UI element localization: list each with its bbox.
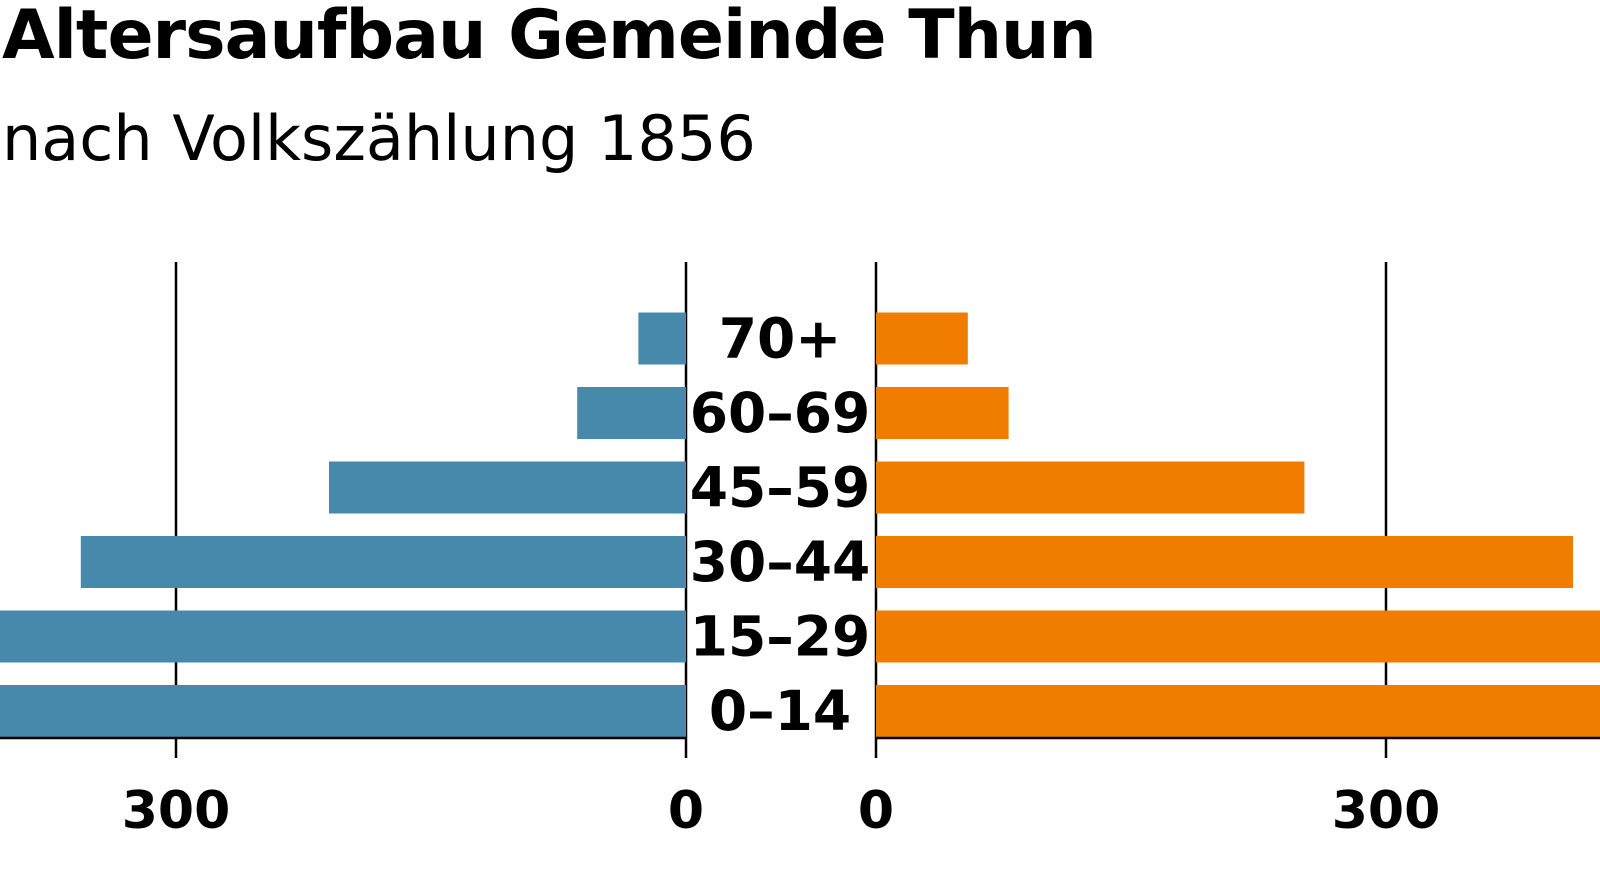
age-group-labels: 0–14 15–29 30–44 45–59 60–69 70+ bbox=[690, 307, 871, 744]
age-label-15–29: 15–29 bbox=[690, 605, 871, 669]
bar-right-15–29 bbox=[876, 610, 1600, 663]
bar-left-30–44 bbox=[80, 536, 687, 588]
age-label-0–14: 0–14 bbox=[709, 679, 851, 743]
bar-left-15–29 bbox=[0, 610, 686, 663]
bar-right-60–69 bbox=[876, 387, 1009, 439]
bar-left-70+ bbox=[638, 312, 686, 365]
tick-label-left-300: 300 bbox=[122, 781, 231, 841]
tick-label-right-300: 300 bbox=[1332, 781, 1441, 841]
tick-label-left-0: 0 bbox=[668, 781, 704, 841]
bar-right-30–44 bbox=[876, 536, 1573, 588]
bar-right-70+ bbox=[876, 312, 968, 365]
bar-left-45–59 bbox=[329, 461, 686, 514]
chart-subtitle: nach Volkszählung 1856 bbox=[2, 102, 756, 175]
age-label-70+: 70+ bbox=[719, 307, 842, 371]
age-label-45–59: 45–59 bbox=[690, 456, 871, 520]
bar-right-45–59 bbox=[876, 461, 1305, 514]
tick-label-right-0: 0 bbox=[858, 781, 894, 841]
bars bbox=[0, 312, 1600, 737]
bar-left-0–14 bbox=[0, 685, 686, 737]
age-label-60–69: 60–69 bbox=[690, 381, 871, 445]
bar-right-0–14 bbox=[876, 685, 1600, 737]
chart-title: Altersaufbau Gemeinde Thun bbox=[2, 0, 1097, 75]
bar-left-60–69 bbox=[577, 387, 686, 439]
age-label-30–44: 30–44 bbox=[690, 530, 871, 594]
x-axis: 1200900600300003006009001200 bbox=[0, 736, 1600, 841]
